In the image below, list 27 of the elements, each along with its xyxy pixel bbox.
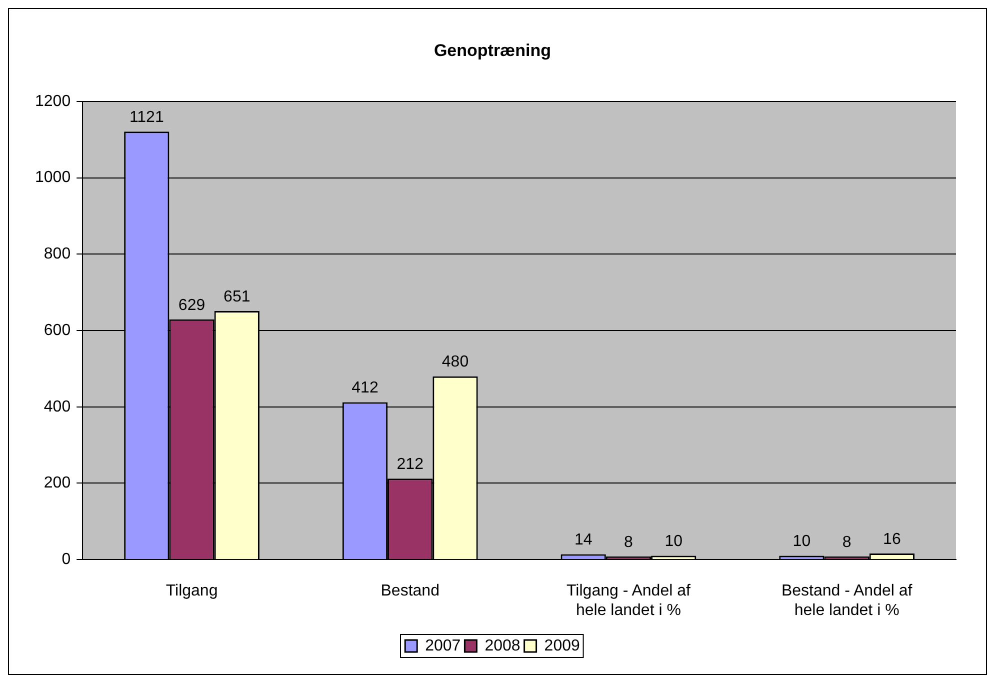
legend-label: 2008 xyxy=(484,637,520,654)
data-label: 16 xyxy=(883,530,901,548)
x-tick-label: Tilgang xyxy=(166,582,218,600)
data-label: 10 xyxy=(792,533,811,550)
data-label: 14 xyxy=(574,532,592,549)
data-label: 480 xyxy=(442,354,469,371)
y-tick-label: 200 xyxy=(44,474,71,492)
x-tick-label: Bestand xyxy=(380,582,440,600)
data-label: 412 xyxy=(352,380,378,397)
y-tick-label: 400 xyxy=(44,398,71,416)
chart-title: Genoptræning xyxy=(434,40,552,60)
y-tick-label: 600 xyxy=(44,322,71,339)
data-label: 8 xyxy=(624,534,634,551)
data-label: 1121 xyxy=(129,108,164,126)
data-label: 651 xyxy=(224,288,250,306)
y-tick-label: 1000 xyxy=(35,169,71,186)
data-label: 629 xyxy=(178,296,206,314)
legend-label: 2009 xyxy=(544,637,580,654)
data-label: 212 xyxy=(396,456,424,474)
x-tick-label: Tilgang - Andel af hele landet i % xyxy=(566,582,691,619)
y-tick-label: 800 xyxy=(44,246,71,263)
legend-label: 2007 xyxy=(425,637,461,654)
x-tick-label: Bestand - Andel af hele landet i % xyxy=(781,582,913,619)
data-label: 8 xyxy=(842,534,852,551)
data-label: 10 xyxy=(664,533,683,550)
y-tick-label: 1200 xyxy=(35,92,71,110)
y-tick-label: 0 xyxy=(62,551,71,568)
